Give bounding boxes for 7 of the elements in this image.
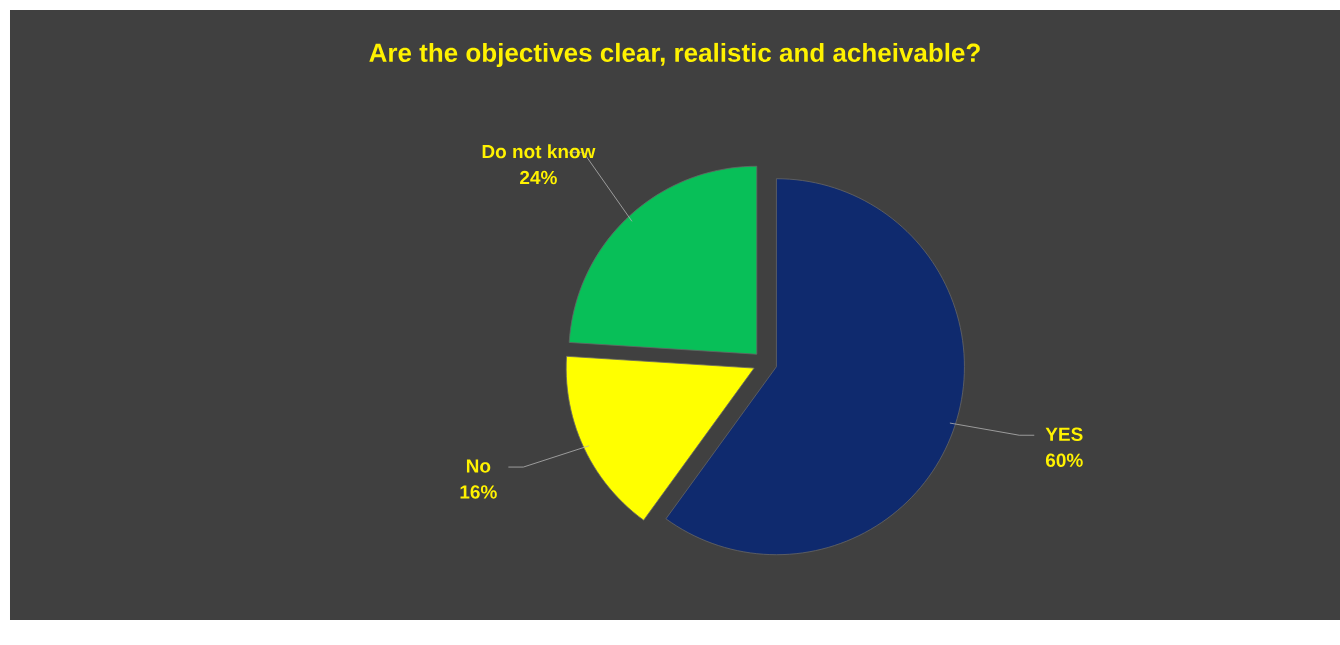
chart-title: Are the objectives clear, realistic and acheivable?	[369, 42, 980, 68]
slice-label: Do not know	[482, 144, 596, 159]
data-label: 24%	[520, 170, 557, 185]
data-label: 60%	[1045, 453, 1083, 467]
slice-label: YES	[1045, 427, 1083, 441]
slice-label: No	[466, 459, 491, 473]
data-label: 16%	[460, 485, 497, 499]
